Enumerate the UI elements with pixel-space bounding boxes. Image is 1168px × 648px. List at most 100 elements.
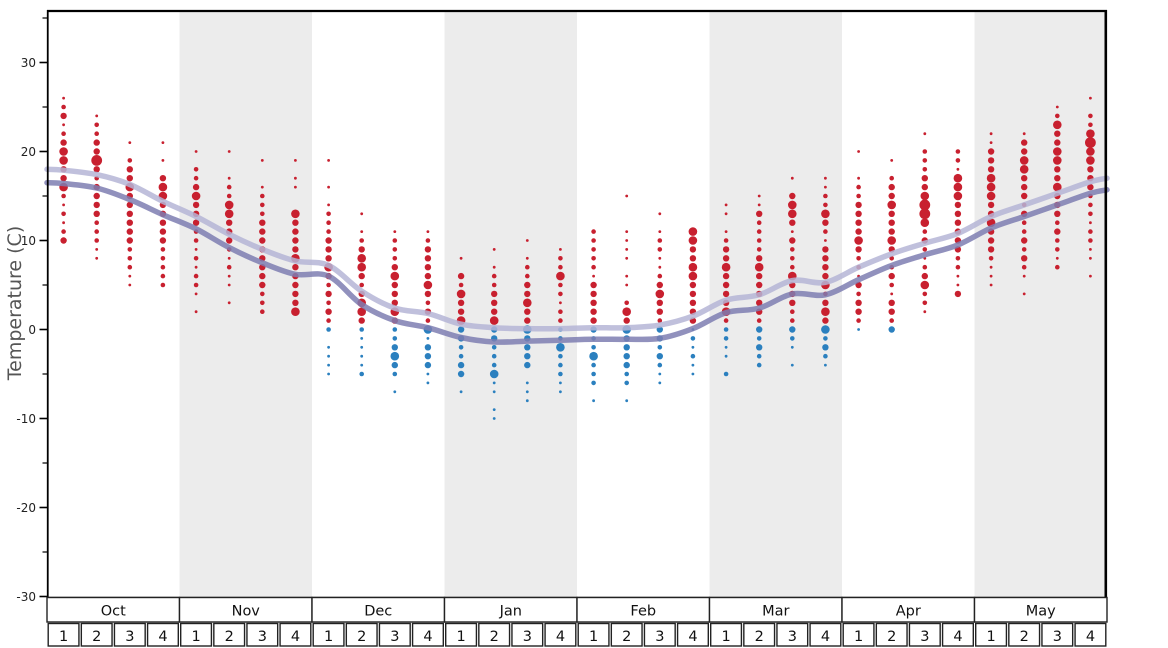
- temp-dot: [193, 255, 199, 261]
- temp-dot: [1088, 202, 1093, 208]
- temp-dot: [591, 255, 596, 261]
- temp-dot: [192, 183, 200, 191]
- temp-dot: [193, 282, 199, 288]
- temp-dot: [457, 272, 465, 280]
- temp-dot: [790, 309, 795, 315]
- temp-dot: [625, 274, 629, 278]
- temp-dot: [591, 362, 596, 368]
- temp-dot: [327, 185, 330, 189]
- temp-dot: [1054, 139, 1061, 146]
- temp-dot: [789, 192, 796, 200]
- temp-dot: [723, 238, 729, 243]
- temp-dot: [922, 158, 928, 163]
- temp-dot: [856, 184, 861, 190]
- temp-dot: [325, 308, 332, 315]
- temp-dot: [888, 210, 895, 217]
- week-cell: [875, 622, 908, 647]
- temp-dot: [790, 363, 794, 367]
- temp-dot: [1053, 156, 1062, 165]
- temp-dot: [723, 327, 729, 332]
- temp-dot: [259, 272, 266, 280]
- temp-dot: [558, 353, 563, 359]
- temp-dot: [161, 141, 165, 145]
- temp-dot: [559, 301, 562, 305]
- temp-dot: [989, 265, 993, 269]
- temp-dot: [1087, 183, 1094, 191]
- temp-dot: [822, 219, 829, 226]
- temp-dot: [956, 274, 960, 278]
- temp-dot: [789, 219, 796, 226]
- week-label: 2: [357, 629, 366, 645]
- temp-dot: [260, 202, 265, 208]
- week-cell: [610, 622, 643, 647]
- temp-dot: [226, 219, 233, 226]
- temp-dot: [558, 282, 563, 288]
- temp-dot: [625, 399, 629, 403]
- temp-dot: [259, 237, 266, 244]
- temp-dot: [790, 255, 795, 261]
- month-band-may: [974, 10, 1107, 597]
- temp-dot: [887, 200, 896, 210]
- temp-dot: [291, 307, 300, 317]
- temp-dot: [756, 238, 762, 243]
- temp-dot: [1085, 137, 1096, 149]
- temp-dot: [856, 193, 861, 199]
- temp-dot: [558, 371, 563, 377]
- temp-dot: [723, 336, 729, 341]
- temp-dot: [425, 318, 431, 323]
- temp-dot: [227, 176, 231, 180]
- temp-dot: [326, 282, 331, 288]
- temp-dot: [920, 280, 930, 290]
- temp-dot: [922, 229, 928, 234]
- temp-dot: [1054, 228, 1061, 235]
- temp-dot: [62, 96, 65, 100]
- temp-dot: [392, 238, 398, 243]
- temp-dot: [393, 230, 397, 234]
- temp-dot: [658, 230, 662, 234]
- temp-dot: [986, 191, 996, 201]
- temp-dot: [1089, 221, 1092, 225]
- temp-dot: [457, 308, 465, 315]
- month-cell: [841, 596, 976, 623]
- temp-dot: [1088, 211, 1093, 217]
- temp-dot: [789, 237, 796, 244]
- week-cell: [146, 622, 179, 647]
- week-cell: [378, 622, 411, 647]
- week-cell: [776, 622, 809, 647]
- week-label: 1: [191, 629, 200, 645]
- temp-dot: [1019, 165, 1029, 174]
- temp-dot: [955, 264, 961, 270]
- temp-dot: [1088, 229, 1093, 234]
- temp-dot: [590, 308, 597, 315]
- temp-dot: [723, 318, 729, 323]
- temp-dot: [788, 200, 797, 210]
- temp-dot: [194, 292, 198, 296]
- temp-dot: [291, 209, 300, 219]
- temp-dot: [160, 247, 166, 252]
- temp-dot: [159, 237, 167, 244]
- temp-dot: [524, 308, 531, 315]
- week-cell: [312, 622, 345, 647]
- temp-dot: [158, 182, 168, 192]
- temp-dot: [756, 210, 763, 217]
- temp-dot: [489, 369, 499, 379]
- temp-dot: [227, 301, 231, 305]
- month-label-oct: Oct: [101, 604, 126, 620]
- temp-dot: [657, 247, 663, 252]
- temp-dot: [987, 166, 995, 173]
- temp-dot: [424, 264, 432, 271]
- week-label: 1: [986, 629, 995, 645]
- temp-dot: [456, 289, 466, 299]
- temp-dot: [128, 283, 132, 287]
- temp-dot: [194, 265, 198, 269]
- temp-dot: [756, 220, 762, 225]
- temp-dot: [525, 399, 529, 403]
- temp-dot: [757, 194, 761, 198]
- temp-dot: [492, 265, 496, 269]
- temp-dot: [424, 272, 432, 280]
- temp-dot: [556, 343, 565, 352]
- temp-dot: [624, 300, 629, 306]
- temp-dot: [525, 390, 529, 394]
- temp-dot: [756, 344, 763, 351]
- temp-dot: [294, 185, 297, 189]
